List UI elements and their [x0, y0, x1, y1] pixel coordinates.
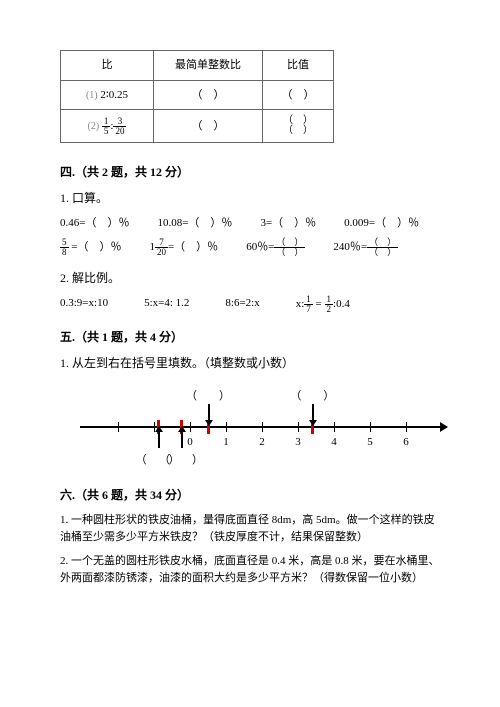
th-simple: 最简单整数比 — [154, 51, 263, 81]
q4-2: 2. 解比例。 — [60, 269, 440, 287]
problem-2: 2. 一个无盖的圆柱形铁皮水桶，底面直径是 0.4 米，高是 0.8 米，要在水… — [60, 553, 440, 588]
table-row: (2) 15:320 （ ） （ ）（ ） — [61, 110, 334, 143]
ratio-table: 比 最简单整数比 比值 (1) 2∶0.25 （ ） （ ） (2) 15:32… — [60, 50, 334, 143]
tick — [190, 422, 191, 432]
tick — [298, 422, 299, 432]
calc-row-2: 58 =（ ）％ 1720=（ ）％ 60％=（ ）（ ） 240％=（ ）（ … — [60, 238, 440, 257]
arrow-down-icon — [312, 404, 314, 422]
tick — [262, 422, 263, 432]
tick — [406, 422, 407, 432]
axis-arrow — [440, 422, 448, 432]
tick — [226, 422, 227, 432]
q4-1: 1. 口算。 — [60, 189, 440, 207]
tick-label: 4 — [331, 434, 337, 451]
section6-title: 六.（共 6 题，共 34 分） — [60, 486, 440, 504]
calc-row-3: 0.3:9=x:10 5:x=4: 1.2 8:6=2:x x:17 = 12:… — [60, 295, 440, 314]
table-row: (1) 2∶0.25 （ ） （ ） — [61, 80, 334, 110]
tick-label: 6 — [403, 434, 409, 451]
tick — [334, 422, 335, 432]
q5-1: 1. 从左到右在括号里填数。（填整数或小数） — [60, 354, 440, 372]
number-line: 0123456（ ）（ ）（ ）（ ） — [80, 382, 440, 472]
section5-title: 五.（共 1 题，共 4 分） — [60, 328, 440, 346]
blank-paren: （ ） — [186, 388, 230, 405]
tick-label: 1 — [223, 434, 229, 451]
tick-label: 3 — [295, 434, 301, 451]
th-value: 比值 — [263, 51, 334, 81]
th-ratio: 比 — [61, 51, 154, 81]
section4-title: 四.（共 2 题，共 12 分） — [60, 163, 440, 181]
tick-label: 5 — [367, 434, 373, 451]
tick — [370, 422, 371, 432]
tick-label: 0 — [187, 434, 193, 451]
blank-paren: （ ） — [290, 388, 334, 405]
calc-row-1: 0.46=（ ）％ 10.08=（ ）％ 3=（ ）％ 0.009=（ ）％ — [60, 215, 440, 232]
blank-paren: （ ） — [159, 452, 203, 469]
problem-1: 1. 一种圆柱形状的铁皮油桶，量得底面直径 8dm，高 5dm。做一个这样的铁皮… — [60, 512, 440, 547]
arrow-up-icon — [181, 430, 183, 448]
arrow-up-icon — [158, 430, 160, 448]
arrow-down-icon — [208, 404, 210, 422]
axis-line — [80, 426, 440, 428]
tick-label: 2 — [259, 434, 265, 451]
